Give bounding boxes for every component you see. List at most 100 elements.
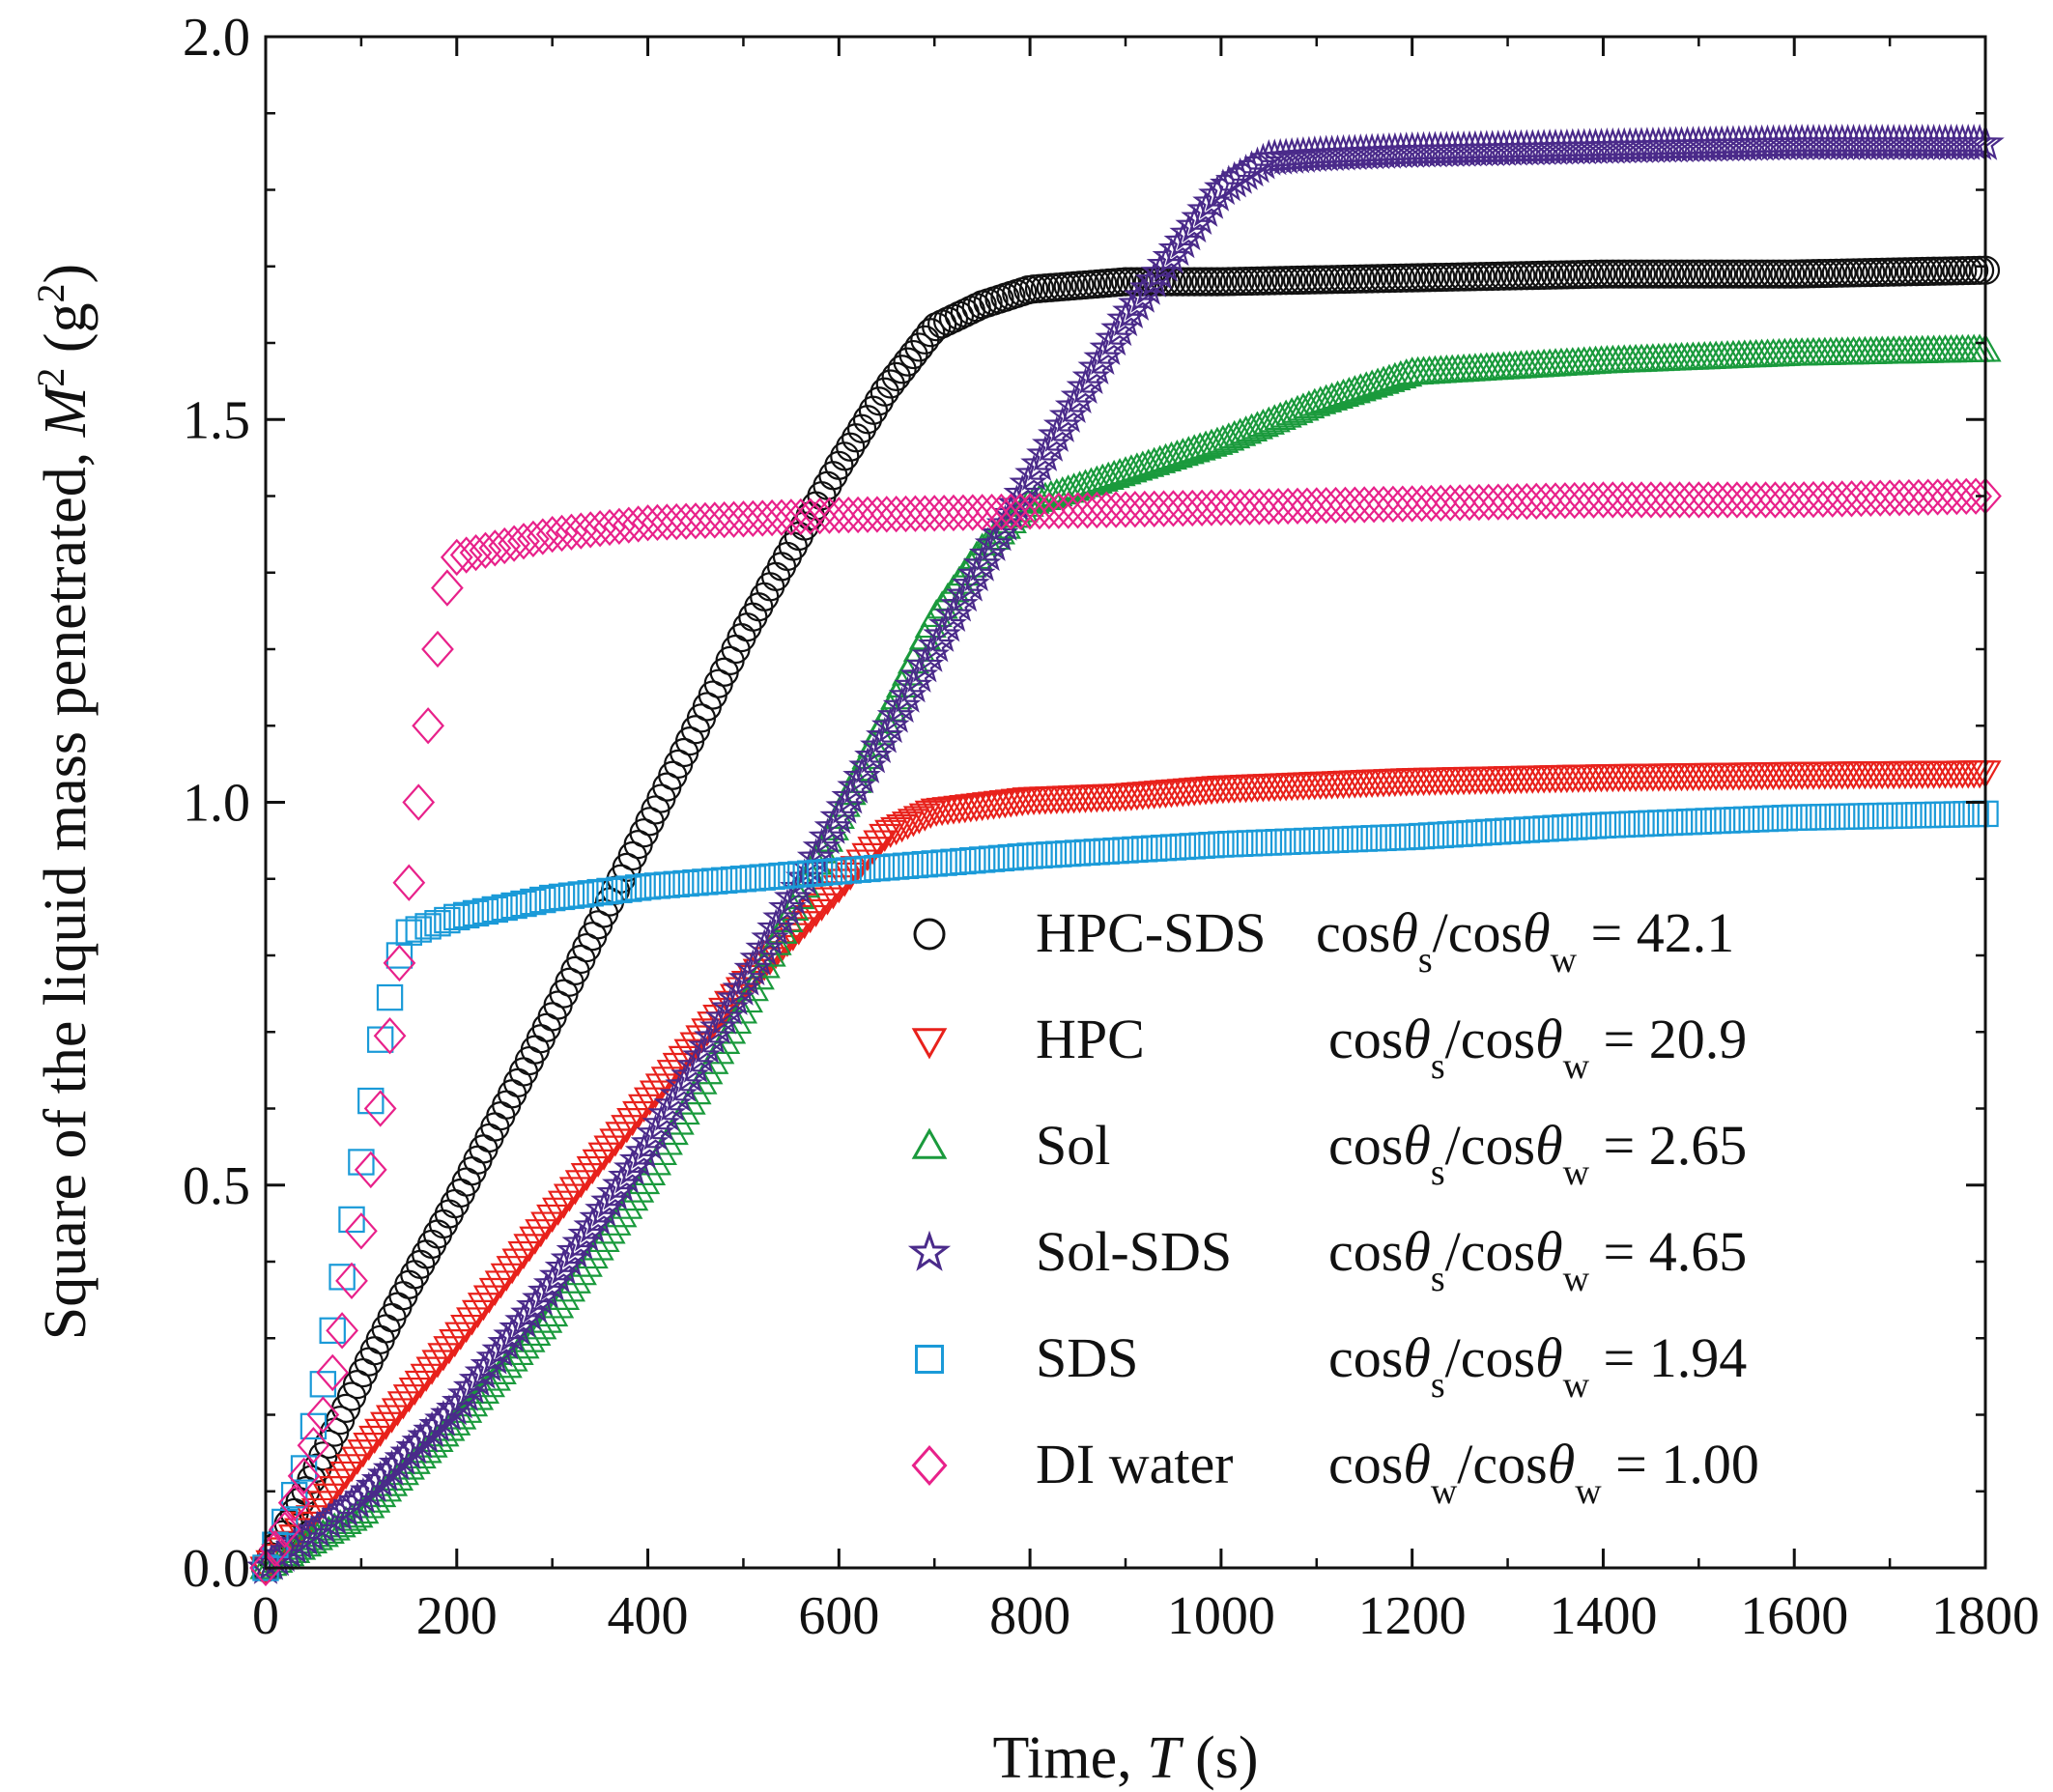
legend-marker xyxy=(911,1028,948,1060)
legend-entry: HPC cosθs/cosθw = 20.9 xyxy=(911,1008,1747,1087)
data-point xyxy=(1656,809,1684,837)
data-point xyxy=(392,1384,425,1413)
data-point xyxy=(341,1446,374,1475)
x-axis-label: Time, T (s) xyxy=(992,1725,1258,1791)
data-point xyxy=(1319,486,1353,525)
data-point xyxy=(1643,259,1673,289)
data-point xyxy=(701,868,728,895)
series-sds xyxy=(252,800,1999,1581)
data-point xyxy=(1714,807,1741,834)
data-point xyxy=(1500,483,1534,521)
data-point xyxy=(811,887,844,916)
data-point xyxy=(1721,481,1754,519)
y-tick-label: 2.0 xyxy=(183,8,250,68)
data-point xyxy=(428,1209,459,1239)
data-point xyxy=(520,888,547,916)
data-point xyxy=(557,882,585,909)
data-point xyxy=(1102,837,1129,865)
data-point xyxy=(732,612,762,642)
data-point xyxy=(416,1229,447,1260)
data-point xyxy=(1797,480,1830,519)
data-point xyxy=(1835,480,1868,518)
data-point xyxy=(639,1080,672,1109)
data-point xyxy=(644,1073,677,1102)
data-point xyxy=(1252,488,1286,526)
data-point xyxy=(544,1247,584,1285)
data-point xyxy=(756,572,785,602)
data-point xyxy=(587,1142,620,1171)
data-point xyxy=(1701,259,1731,289)
data-point xyxy=(1692,481,1725,519)
data-point xyxy=(1570,812,1598,840)
data-point xyxy=(608,1156,646,1194)
data-point xyxy=(449,536,483,574)
data-point xyxy=(987,844,1015,872)
data-point xyxy=(1262,488,1296,526)
data-point xyxy=(1137,490,1171,527)
data-point xyxy=(1776,259,1806,289)
data-point xyxy=(1701,481,1734,519)
data-point xyxy=(573,1207,612,1243)
data-point xyxy=(1864,479,1897,517)
data-point xyxy=(507,1240,540,1270)
data-point xyxy=(746,499,780,537)
data-point xyxy=(1036,841,1063,868)
data-point xyxy=(1453,484,1486,522)
data-point xyxy=(1758,481,1792,519)
data-point xyxy=(1638,810,1665,837)
data-point xyxy=(653,871,681,898)
data-point xyxy=(593,508,626,547)
data-point xyxy=(1567,481,1601,520)
legend-label: DI water xyxy=(1036,1433,1234,1495)
data-point xyxy=(410,1363,442,1392)
data-point xyxy=(558,1177,591,1206)
data-point xyxy=(887,355,917,384)
data-point xyxy=(1370,824,1397,852)
legend-marker xyxy=(911,1444,948,1487)
data-point xyxy=(1589,811,1617,839)
y-tick-label: 1.5 xyxy=(183,390,250,450)
data-point xyxy=(621,505,655,543)
x-tick-label: 200 xyxy=(416,1586,498,1646)
data-point xyxy=(603,507,636,545)
data-point xyxy=(364,1418,397,1447)
data-point xyxy=(1625,481,1658,519)
legend-entry: DI water cosθw/cosθw = 1.00 xyxy=(911,1433,1759,1512)
y-tick-label: 0.5 xyxy=(183,1156,250,1216)
data-point xyxy=(1704,807,1731,835)
data-point xyxy=(450,1314,483,1344)
data-point xyxy=(324,1509,356,1538)
legend-ratio: cosθs/cosθw = 42.1 xyxy=(1316,901,1734,981)
data-point xyxy=(386,1391,419,1420)
legend-marker xyxy=(907,1230,952,1271)
data-point xyxy=(1529,482,1562,520)
data-point xyxy=(768,862,795,890)
data-point xyxy=(1119,491,1152,528)
data-point xyxy=(959,847,986,874)
data-point xyxy=(1741,259,1771,289)
data-point xyxy=(1226,830,1254,857)
data-point xyxy=(736,964,769,994)
data-point xyxy=(1549,482,1582,520)
data-point xyxy=(832,496,866,534)
data-point xyxy=(1233,488,1267,526)
data-point xyxy=(1437,821,1464,848)
data-point xyxy=(1724,807,1751,834)
data-point xyxy=(1390,357,1423,387)
data-point xyxy=(672,869,699,897)
data-point xyxy=(1446,820,1473,847)
data-point xyxy=(1484,818,1512,845)
data-point xyxy=(727,500,760,538)
data-point xyxy=(1828,803,1856,831)
data-point xyxy=(1901,478,1935,517)
data-point xyxy=(469,531,502,569)
data-point xyxy=(553,1183,586,1212)
data-point xyxy=(1778,481,1811,519)
data-point xyxy=(535,515,569,554)
data-point xyxy=(1109,491,1142,528)
data-point xyxy=(414,913,442,940)
data-point xyxy=(1586,259,1616,289)
data-point xyxy=(875,369,905,399)
data-point xyxy=(1443,484,1476,522)
data-point xyxy=(1768,481,1802,519)
